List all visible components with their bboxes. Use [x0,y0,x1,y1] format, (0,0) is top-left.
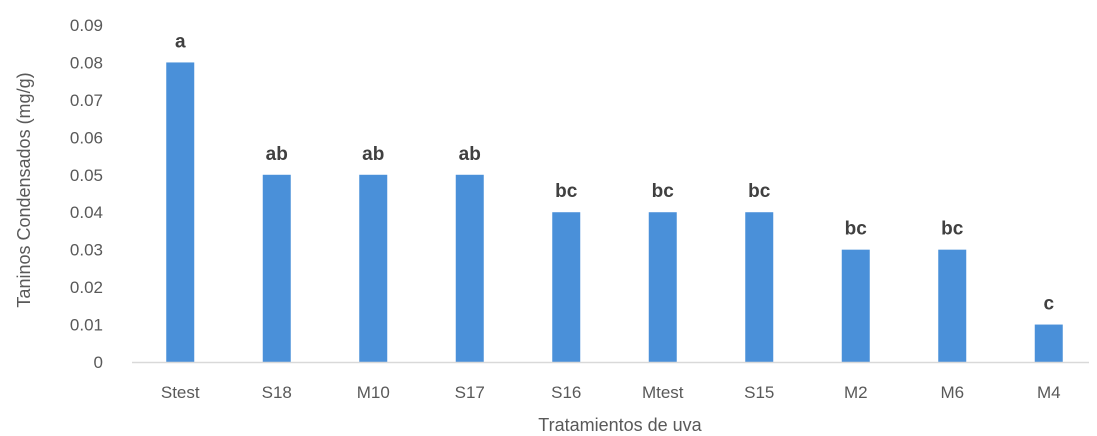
significance-labels: a ab ab ab bc bc bc bc bc c [175,31,1055,314]
y-tick-label: 0.09 [70,16,103,35]
bar [648,212,677,362]
y-tick-label: 0.05 [70,166,103,185]
bar [745,212,774,362]
data-label: c [1043,294,1054,315]
data-label: ab [459,144,481,165]
bar [166,62,195,362]
y-tick-label: 0.06 [70,128,103,147]
data-label: ab [362,144,384,165]
x-axis-categories: Stest S18 M10 S17 S16 Mtest S15 M2 M6 M4 [161,383,1061,402]
x-tick-label: M2 [844,383,868,402]
x-tick-label: Stest [161,383,200,402]
bar [262,174,291,362]
x-tick-label: Mtest [642,383,684,402]
x-axis-title: Tratamientos de uva [538,415,702,435]
data-label: bc [748,181,771,202]
y-tick-label: 0.03 [70,241,103,260]
data-label: bc [652,181,675,202]
bar [841,249,870,362]
y-tick-label: 0.07 [70,91,103,110]
bar [455,174,484,362]
y-axis-title: Taninos Condensados (mg/g) [14,72,34,307]
x-tick-label: M10 [357,383,390,402]
data-label: bc [941,219,964,240]
x-tick-label: M4 [1037,383,1061,402]
y-tick-label: 0.04 [70,203,103,222]
y-axis-ticks: 0 0.01 0.02 0.03 0.04 0.05 0.06 0.07 0.08 0.09 [70,16,103,372]
x-tick-label: S16 [551,383,581,402]
data-label: bc [845,219,868,240]
y-tick-label: 0 [94,353,103,372]
y-tick-label: 0.08 [70,53,103,72]
data-label: a [175,31,186,52]
x-tick-label: S17 [455,383,485,402]
x-tick-label: S15 [744,383,774,402]
x-tick-label: S18 [262,383,292,402]
y-tick-label: 0.02 [70,278,103,297]
bar [1034,324,1063,362]
bar [938,249,967,362]
bar [552,212,581,362]
x-tick-label: M6 [940,383,964,402]
data-label: ab [266,144,288,165]
bars [166,62,1063,362]
bar [359,174,388,362]
y-tick-label: 0.01 [70,316,103,335]
data-label: bc [555,181,578,202]
